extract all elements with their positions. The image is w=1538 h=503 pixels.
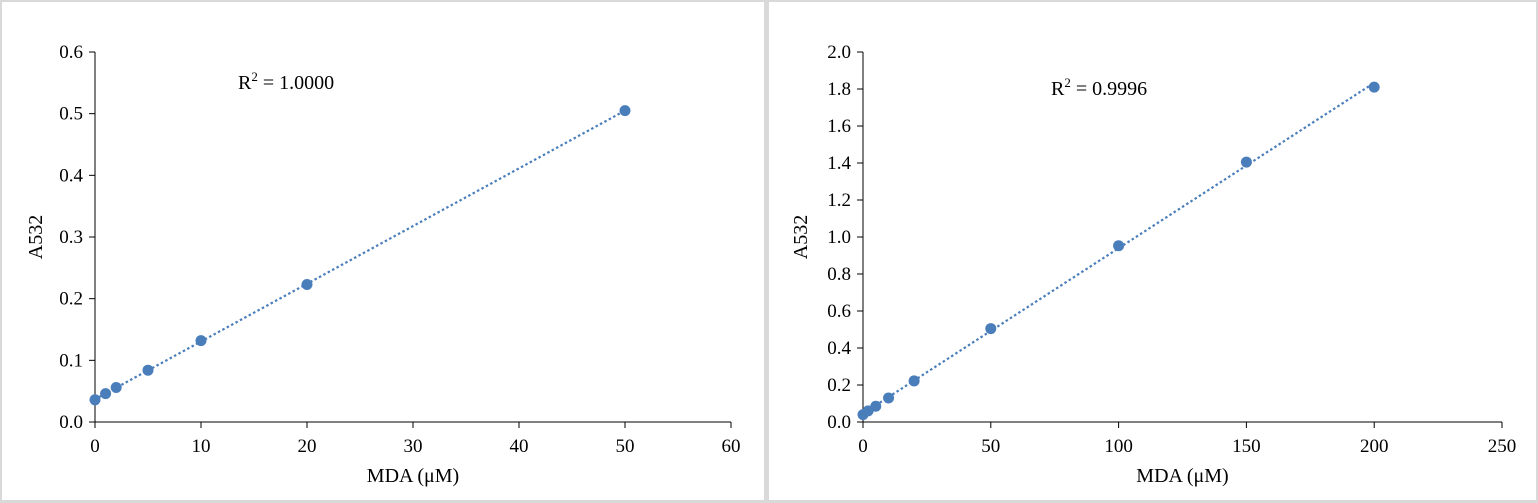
y-tick-label: 0.8: [827, 264, 851, 285]
data-point: [619, 105, 631, 117]
r-squared-label: R2 = 0.9996: [1051, 75, 1147, 100]
x-tick-label: 200: [1360, 436, 1389, 457]
x-tick-label: 100: [1104, 436, 1133, 457]
r-squared-prefix: R: [1051, 78, 1065, 100]
y-tick-label: 1.8: [827, 79, 851, 100]
data-point: [985, 323, 997, 335]
y-tick-label: 2.0: [827, 42, 851, 63]
y-tick-label: 1.2: [827, 190, 851, 211]
y-tick-label: 0.4: [59, 165, 83, 186]
y-axis-title: A532: [790, 215, 812, 259]
x-tick-label: 0: [90, 436, 100, 457]
data-point: [870, 400, 882, 412]
x-tick-label: 30: [404, 436, 423, 457]
data-point: [883, 392, 895, 404]
y-tick-label: 1.4: [827, 153, 851, 174]
r-squared-prefix: R: [238, 72, 252, 94]
chart-right: 0.0 0.2 0.4 0.6 0.8 1.0 1.2 1.4 1.6 1.8 2.0 0 50 100 1…: [790, 42, 1517, 487]
chart-panel-right: 0.0 0.2 0.4 0.6 0.8 1.0 1.2 1.4 1.6 1.8 2.0 0 50 100 1…: [769, 2, 1536, 500]
y-tick-label: 0.1: [59, 350, 83, 371]
data-point: [301, 278, 313, 290]
y-axis-title: A532: [25, 215, 47, 259]
data-point: [100, 388, 112, 400]
trendline: [94, 109, 626, 401]
r-squared-value: = 1.0000: [258, 72, 334, 94]
y-tick-label: 0.6: [827, 301, 851, 322]
y-tick-label: 1.6: [827, 116, 851, 137]
y-tick-label: 0.3: [59, 227, 83, 248]
y-tick-label: 0.2: [59, 289, 83, 310]
x-tick-label: 10: [192, 436, 211, 457]
data-point: [195, 335, 207, 347]
x-tick-label: 50: [981, 436, 1000, 457]
y-tick-label: 0.5: [59, 104, 83, 125]
x-axis-title: MDA (μM): [367, 465, 459, 487]
data-point: [1113, 240, 1125, 252]
x-axis-title: MDA (μM): [1136, 465, 1228, 487]
data-point: [89, 394, 101, 406]
y-tick-label: 0.2: [827, 375, 851, 396]
r-squared-label: R2 = 1.0000: [238, 69, 334, 94]
data-point: [908, 375, 920, 387]
x-tick-label: 60: [722, 436, 741, 457]
r-squared-value: = 0.9996: [1071, 78, 1147, 100]
trendline: [862, 81, 1375, 415]
x-tick-label: 40: [510, 436, 529, 457]
chart-left: 0.0 0.1 0.2 0.3 0.4 0.5 0.6 0 10 20 30 40 50 60 MDA (μ…: [25, 42, 741, 487]
data-point: [1368, 81, 1380, 93]
y-tick-label: 0.6: [59, 42, 83, 63]
y-tick-label: 0.4: [827, 338, 851, 359]
chart-panel-left: 0.0 0.1 0.2 0.3 0.4 0.5 0.6 0 10 20 30 40 50 60 MDA (μ…: [2, 2, 764, 500]
data-point: [142, 364, 154, 376]
y-tick-label: 0.0: [59, 412, 83, 433]
data-point: [110, 381, 122, 393]
y-tick-label: 0.0: [827, 412, 851, 433]
r-squared-superscript: 2: [1064, 75, 1071, 90]
y-tick-label: 1.0: [827, 227, 851, 248]
x-tick-label: 20: [298, 436, 317, 457]
x-tick-label: 50: [616, 436, 635, 457]
x-tick-label: 150: [1232, 436, 1261, 457]
x-tick-label: 0: [858, 436, 868, 457]
x-tick-label: 250: [1488, 436, 1517, 457]
data-point: [1240, 156, 1252, 168]
r-squared-superscript: 2: [251, 69, 258, 84]
